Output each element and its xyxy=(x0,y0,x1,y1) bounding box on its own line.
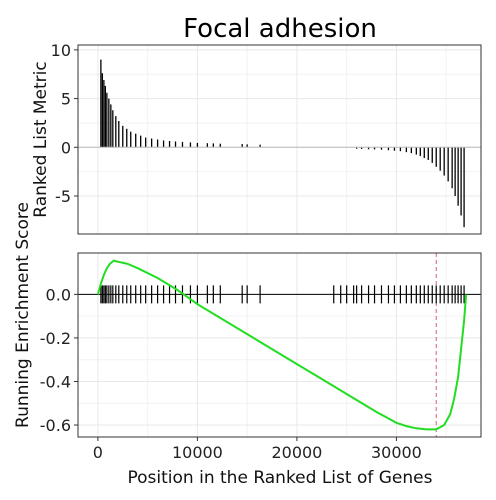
metric-y-ticks: 10 5 0 -5 xyxy=(51,41,78,206)
x-tick-label: 30000 xyxy=(371,443,422,462)
x-tick-label: 10000 xyxy=(172,443,223,462)
y-tick-label: 5 xyxy=(61,90,71,109)
metric-bars xyxy=(101,60,464,228)
x-axis-ticks: 0 10000 20000 30000 xyxy=(93,437,422,462)
y-tick-label: 0.0 xyxy=(46,285,71,304)
enrichment-panel: 0.0 -0.2 -0.4 -0.6 Running Enrichment Score xyxy=(13,202,481,437)
y-tick-label: -5 xyxy=(55,187,71,206)
y-tick-label: -0.4 xyxy=(40,372,71,391)
enrichment-panel-frame xyxy=(78,253,481,437)
x-tick-label: 0 xyxy=(93,443,103,462)
enrichment-y-ticks: 0.0 -0.2 -0.4 -0.6 xyxy=(40,285,78,435)
y-tick-label: 0 xyxy=(61,138,71,157)
metric-grid xyxy=(78,45,481,234)
y-tick-label: -0.2 xyxy=(40,329,71,348)
enrichment-grid xyxy=(78,253,481,437)
enrichment-y-axis-label: Running Enrichment Score xyxy=(13,202,33,428)
x-tick-label: 20000 xyxy=(271,443,322,462)
x-axis-label: Position in the Ranked List of Genes xyxy=(128,468,433,488)
chart-title: Focal adhesion xyxy=(183,14,377,44)
y-tick-label: 10 xyxy=(51,41,71,60)
metric-panel: 10 5 0 -5 Ranked List Metric xyxy=(31,41,481,234)
metric-panel-frame xyxy=(78,45,481,234)
y-tick-label: -0.6 xyxy=(40,416,71,435)
metric-y-axis-label: Ranked List Metric xyxy=(31,61,51,218)
